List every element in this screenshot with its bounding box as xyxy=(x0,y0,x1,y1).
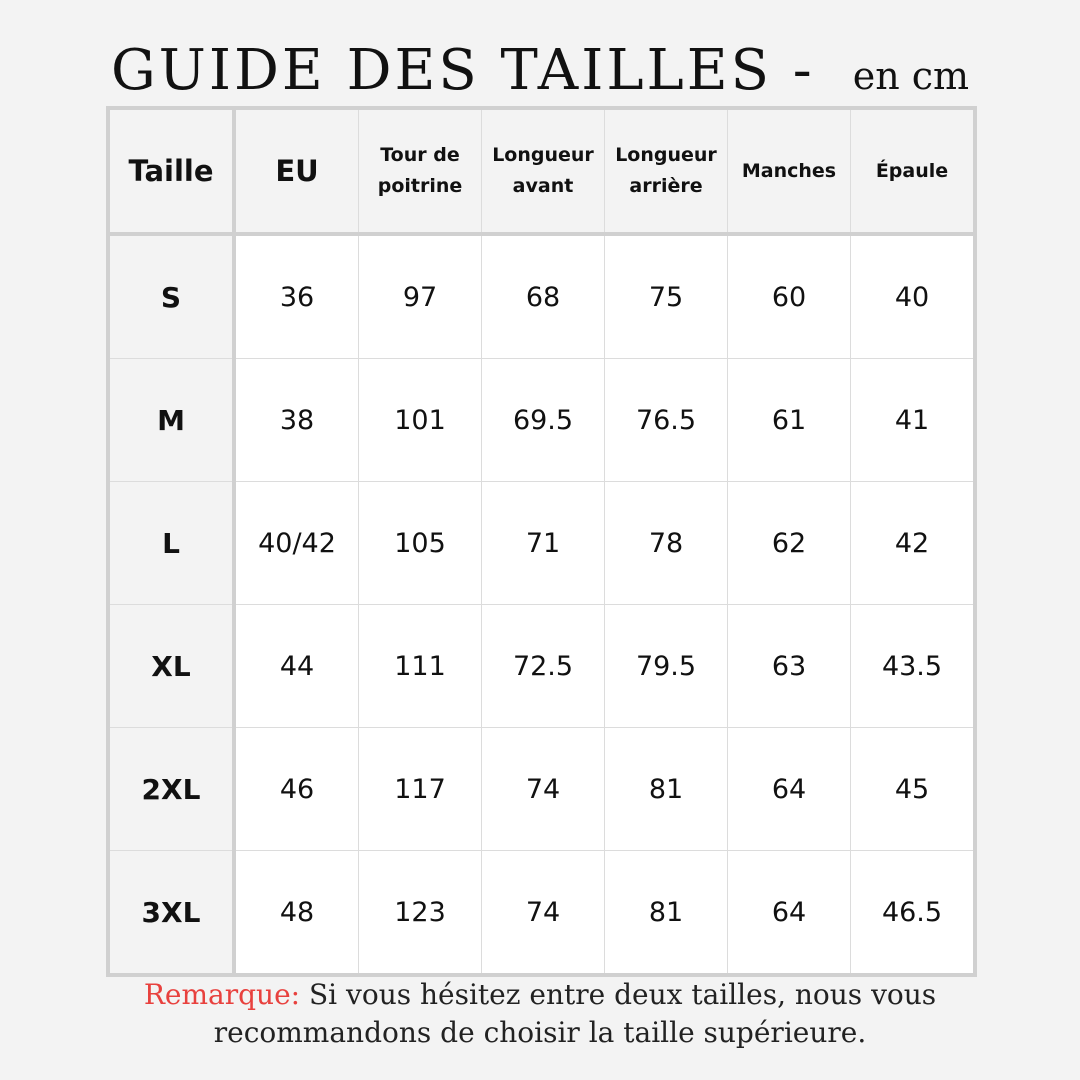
table-cell: 111 xyxy=(358,604,482,728)
table-cell: 74 xyxy=(481,850,605,976)
title-unit: en cm xyxy=(852,54,970,98)
size-label: 2XL xyxy=(107,727,236,851)
table-cell: 68 xyxy=(481,233,605,359)
note-text: Si vous hésitez entre deux tailles, nous… xyxy=(213,978,937,1049)
table-cell: 45 xyxy=(850,727,976,851)
table-cell: 48 xyxy=(233,850,359,976)
table-cell: 72.5 xyxy=(481,604,605,728)
column-header: Tour de poitrine xyxy=(358,107,482,236)
table-row: XL 44 111 72.5 79.5 63 43.5 xyxy=(107,604,976,728)
table-row: L 40/42 105 71 78 62 42 xyxy=(107,481,976,605)
table-cell: 40 xyxy=(850,233,976,359)
page-title: GUIDE DES TAILLES - en cm xyxy=(0,38,1080,103)
table-cell: 60 xyxy=(727,233,851,359)
table-cell: 41 xyxy=(850,358,976,482)
table-cell: 61 xyxy=(727,358,851,482)
size-label: XL xyxy=(107,604,236,728)
table-cell: 44 xyxy=(233,604,359,728)
table-cell: 105 xyxy=(358,481,482,605)
table-cell: 63 xyxy=(727,604,851,728)
title-main: GUIDE DES TAILLES - xyxy=(110,38,815,103)
size-table: Taille EU Tour de poitrine Longueur avant Lo… xyxy=(106,106,977,977)
size-label: S xyxy=(107,233,236,359)
size-label: M xyxy=(107,358,236,482)
table-cell: 62 xyxy=(727,481,851,605)
table-cell: 81 xyxy=(604,727,728,851)
column-header: EU xyxy=(233,107,359,236)
table-cell: 64 xyxy=(727,727,851,851)
table-cell: 101 xyxy=(358,358,482,482)
table-cell: 38 xyxy=(233,358,359,482)
table-cell: 46 xyxy=(233,727,359,851)
table-cell: 76.5 xyxy=(604,358,728,482)
table-cell: 64 xyxy=(727,850,851,976)
table-cell: 42 xyxy=(850,481,976,605)
table-cell: 75 xyxy=(604,233,728,359)
size-label: L xyxy=(107,481,236,605)
table-cell: 71 xyxy=(481,481,605,605)
note: Remarque: Si vous hésitez entre deux tai… xyxy=(0,976,1080,1052)
table-cell: 43.5 xyxy=(850,604,976,728)
column-header: Longueur arrière xyxy=(604,107,728,236)
table-cell: 40/42 xyxy=(233,481,359,605)
header-row: Taille EU Tour de poitrine Longueur avant Lo… xyxy=(107,107,976,236)
column-header: Épaule xyxy=(850,107,976,236)
table-cell: 117 xyxy=(358,727,482,851)
table-cell: 74 xyxy=(481,727,605,851)
table-row: S 36 97 68 75 60 40 xyxy=(107,233,976,359)
table-cell: 69.5 xyxy=(481,358,605,482)
table-row: 2XL 46 117 74 81 64 45 xyxy=(107,727,976,851)
table-cell: 79.5 xyxy=(604,604,728,728)
column-header: Taille xyxy=(107,107,236,236)
table-cell: 78 xyxy=(604,481,728,605)
table-cell: 46.5 xyxy=(850,850,976,976)
column-header: Longueur avant xyxy=(481,107,605,236)
table-cell: 123 xyxy=(358,850,482,976)
table-cell: 36 xyxy=(233,233,359,359)
table-cell: 81 xyxy=(604,850,728,976)
column-header: Manches xyxy=(727,107,851,236)
table-row: 3XL 48 123 74 81 64 46.5 xyxy=(107,850,976,976)
note-label: Remarque: xyxy=(143,978,301,1011)
table-row: M 38 101 69.5 76.5 61 41 xyxy=(107,358,976,482)
table-cell: 97 xyxy=(358,233,482,359)
size-label: 3XL xyxy=(107,850,236,976)
